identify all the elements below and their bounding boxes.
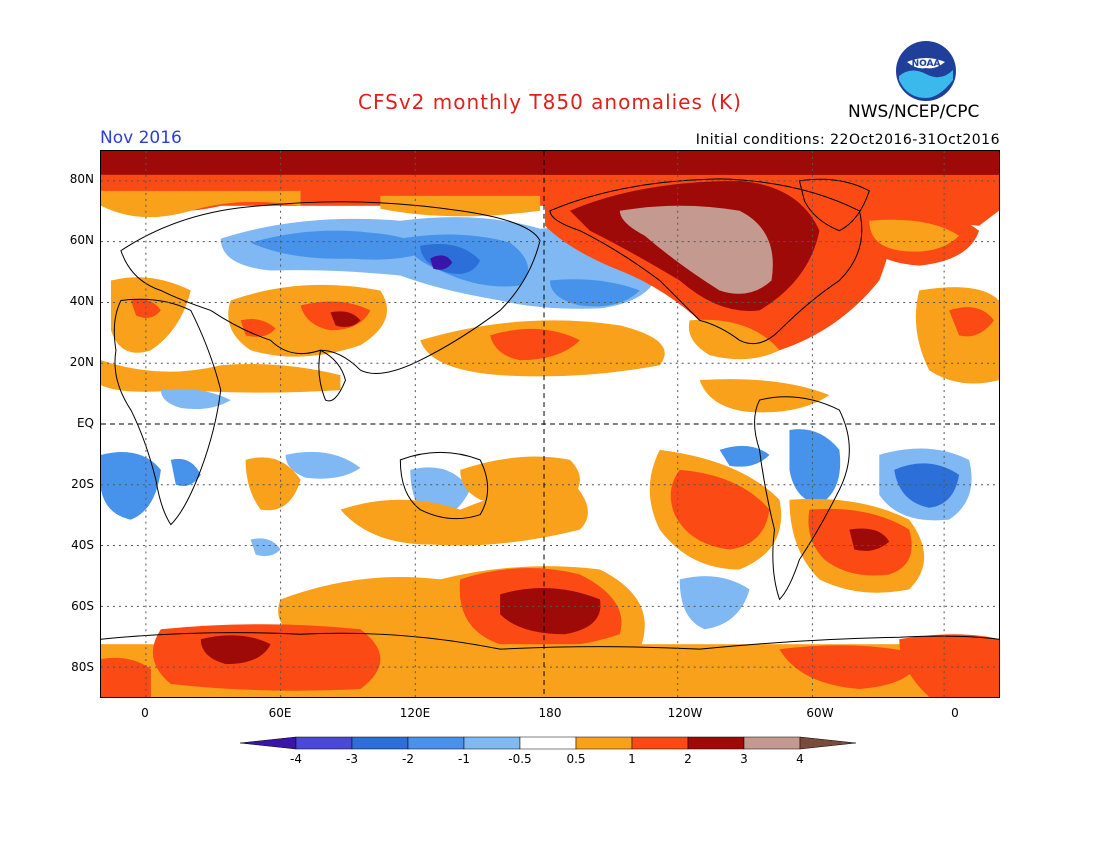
legend-label: 0.5 <box>566 752 585 766</box>
gridlines <box>101 151 999 697</box>
lon-label: 180 <box>538 706 562 720</box>
legend-label: -4 <box>290 752 302 766</box>
legend-label: -2 <box>402 752 414 766</box>
lat-label: 80N <box>69 172 94 187</box>
legend-swatch <box>407 736 465 750</box>
lon-label: 120W <box>667 706 703 720</box>
legend-arrow-low <box>240 736 297 750</box>
legend-swatch <box>351 736 409 750</box>
color-legend: -4 -3 -2 -1 -0.5 0.5 1 2 3 4 <box>240 736 857 766</box>
legend-swatch <box>575 736 633 750</box>
lat-label: 40S <box>71 537 94 552</box>
lon-label: 60W <box>806 706 834 720</box>
coastlines <box>101 178 999 650</box>
lat-label: EQ <box>76 416 94 430</box>
anomaly-map <box>100 150 1000 698</box>
forecast-month: Nov 2016 <box>100 128 182 148</box>
lat-label: 80S <box>71 659 94 674</box>
legend-label: 3 <box>740 752 748 766</box>
initial-conditions: Initial conditions: 22Oct2016-31Oct2016 <box>695 132 1000 148</box>
noaa-logo-icon: NOAA <box>896 41 956 101</box>
lon-label: 0 <box>951 706 959 720</box>
lat-label: 20N <box>69 355 94 370</box>
legend-arrow-high <box>799 736 857 750</box>
legend-label: -3 <box>346 752 358 766</box>
legend-swatch <box>295 736 353 750</box>
lat-label: 40N <box>69 294 94 309</box>
legend-label: 1 <box>628 752 636 766</box>
legend-swatch <box>631 736 689 750</box>
legend-swatch <box>519 736 577 750</box>
map-title: CFSv2 monthly T850 anomalies (K) <box>358 90 742 114</box>
organization-label: NWS/NCEP/CPC <box>848 102 980 122</box>
legend-swatch <box>687 736 745 750</box>
legend-swatch <box>743 736 801 750</box>
lat-label: 60N <box>69 233 94 248</box>
legend-label: -1 <box>458 752 470 766</box>
svg-text:NOAA: NOAA <box>912 59 941 69</box>
lon-label: 0 <box>141 706 149 720</box>
legend-swatch <box>463 736 521 750</box>
lon-label: 60E <box>268 706 292 720</box>
equator-dateline <box>101 151 999 697</box>
lon-label: 120E <box>399 706 431 720</box>
legend-label: 4 <box>796 752 804 766</box>
legend-label: -0.5 <box>508 752 531 766</box>
arctic-strong-warm <box>101 151 999 175</box>
lat-label: 20S <box>71 476 94 491</box>
lat-label: 60S <box>71 598 94 613</box>
legend-label: 2 <box>684 752 692 766</box>
